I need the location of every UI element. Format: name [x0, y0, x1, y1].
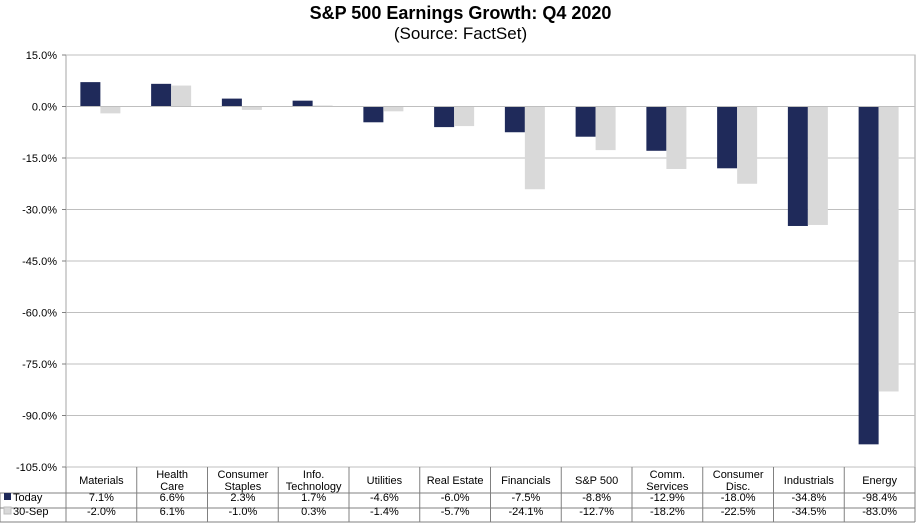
- bar-30-sep: [171, 85, 192, 107]
- bar-today: [434, 106, 455, 128]
- data-label: -83.0%: [862, 506, 897, 518]
- data-label: -8.8%: [582, 492, 611, 504]
- data-label: 1.7%: [301, 492, 326, 504]
- data-label: -18.0%: [721, 492, 756, 504]
- y-tick-label: -15.0%: [22, 153, 57, 165]
- bar-30-sep: [737, 106, 758, 184]
- legend-label: Today: [13, 492, 43, 504]
- data-label: -2.0%: [87, 506, 116, 518]
- y-tick-label: -75.0%: [22, 359, 57, 371]
- category-label: Real Estate: [427, 475, 484, 487]
- y-tick-label: -30.0%: [22, 205, 57, 217]
- data-label: 0.3%: [301, 506, 326, 518]
- bar-today: [646, 106, 667, 151]
- bar-today: [787, 106, 808, 226]
- category-label: Materials: [79, 475, 124, 487]
- data-label: -7.5%: [512, 492, 541, 504]
- data-label: -12.7%: [579, 506, 614, 518]
- bar-30-sep: [595, 106, 616, 151]
- data-label: -34.8%: [791, 492, 826, 504]
- category-label: Technology: [286, 481, 342, 493]
- legend-key-today: [4, 493, 11, 500]
- category-label: Services: [646, 481, 689, 493]
- bar-30-sep: [241, 106, 262, 110]
- category-label: Staples: [225, 481, 262, 493]
- y-tick-label: -105.0%: [16, 462, 57, 474]
- bar-today: [151, 83, 172, 107]
- data-label: 2.3%: [230, 492, 255, 504]
- category-label: Industrials: [784, 475, 835, 487]
- bar-30-sep: [312, 105, 333, 107]
- bar-today: [717, 106, 738, 169]
- legend-label: 30-Sep: [13, 506, 48, 518]
- bar-30-sep: [100, 106, 121, 114]
- data-label: -98.4%: [862, 492, 897, 504]
- data-label: 6.1%: [160, 506, 185, 518]
- data-label: -18.2%: [650, 506, 685, 518]
- data-label: -1.4%: [370, 506, 399, 518]
- bar-today: [504, 106, 525, 133]
- legend-key-30-sep: [3, 506, 12, 515]
- y-tick-label: -45.0%: [22, 256, 57, 268]
- bar-today: [221, 98, 242, 107]
- data-label: -4.6%: [370, 492, 399, 504]
- bar-30-sep: [666, 106, 687, 169]
- data-label: -24.1%: [508, 506, 543, 518]
- bar-today: [80, 82, 101, 107]
- category-label: Consumer: [218, 469, 269, 481]
- bar-30-sep: [524, 106, 545, 190]
- category-label: Consumer: [713, 469, 764, 481]
- bar-today: [292, 100, 313, 107]
- bar-30-sep: [878, 106, 899, 392]
- data-label: 7.1%: [89, 492, 114, 504]
- data-label: -5.7%: [441, 506, 470, 518]
- category-label: Info.: [303, 469, 324, 481]
- bar-30-sep: [807, 106, 828, 225]
- data-label: -6.0%: [441, 492, 470, 504]
- bar-today: [858, 106, 879, 445]
- category-label: Disc.: [726, 481, 750, 493]
- y-tick-label: -90.0%: [22, 411, 57, 423]
- category-label: Care: [160, 481, 184, 493]
- bar-today: [575, 106, 596, 137]
- bar-today: [363, 106, 384, 123]
- data-label: -34.5%: [791, 506, 826, 518]
- bar-30-sep: [454, 106, 475, 127]
- category-label: Utilities: [367, 475, 403, 487]
- data-label: -12.9%: [650, 492, 685, 504]
- category-label: Financials: [501, 475, 551, 487]
- y-tick-label: 0.0%: [32, 102, 57, 114]
- category-label: Comm.: [650, 469, 685, 481]
- bar-30-sep: [383, 106, 404, 112]
- data-label: 6.6%: [160, 492, 185, 504]
- y-tick-label: 15.0%: [26, 50, 57, 62]
- chart-title: S&P 500 Earnings Growth: Q4 2020: [309, 3, 612, 23]
- data-label: -22.5%: [721, 506, 756, 518]
- y-tick-label: -60.0%: [22, 308, 57, 320]
- data-label: -1.0%: [229, 506, 258, 518]
- category-label: S&P 500: [575, 475, 618, 487]
- category-label: Energy: [862, 475, 897, 487]
- category-label: Health: [156, 469, 188, 481]
- chart-subtitle: (Source: FactSet): [393, 24, 528, 43]
